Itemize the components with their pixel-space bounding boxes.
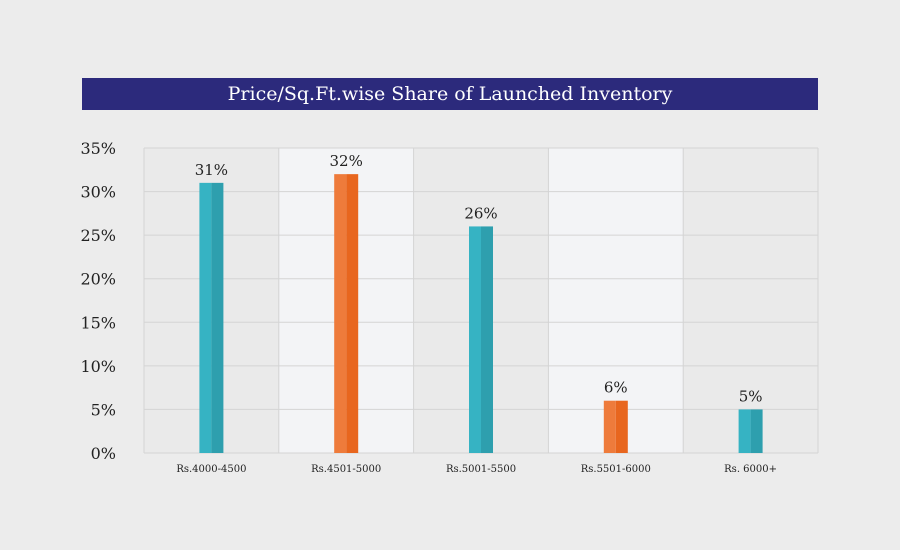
y-tick-label: 20% — [80, 270, 116, 289]
bar-left-half — [199, 182, 212, 453]
x-category-label: Rs.5001-5500 — [446, 464, 516, 475]
bar-right-half — [615, 400, 628, 453]
bar — [469, 226, 493, 453]
data-label: 6% — [604, 379, 628, 397]
y-tick-label: 10% — [80, 357, 116, 376]
data-label: 32% — [330, 152, 363, 170]
y-tick-label: 25% — [80, 226, 116, 245]
bars — [199, 174, 763, 453]
data-label: 5% — [739, 387, 763, 405]
y-tick-label: 30% — [80, 183, 116, 202]
bar-left-half — [469, 226, 481, 453]
y-tick-label: 5% — [91, 400, 116, 419]
y-tick-label: 0% — [91, 444, 116, 463]
y-axis-ticks: 0% 5% 10% 15% 20% 25% 30% 35% — [80, 139, 116, 463]
chart-title: Price/Sq.Ft.wise Share of Launched Inven… — [82, 78, 818, 110]
y-tick-label: 35% — [80, 139, 116, 158]
data-label: 31% — [195, 161, 228, 179]
bar — [603, 400, 628, 453]
x-category-label: Rs.4501-5000 — [311, 464, 381, 475]
bar — [334, 174, 359, 453]
bar-left-half — [334, 174, 347, 453]
bar-right-half — [481, 226, 493, 453]
data-label: 26% — [464, 204, 497, 222]
x-category-label: Rs.4000-4500 — [176, 464, 246, 475]
category-band — [683, 148, 818, 453]
bar-right-half — [750, 409, 763, 453]
bar-left-half — [603, 400, 616, 453]
data-labels: 31% 32% 26% 6% 5% — [195, 152, 763, 405]
x-axis-categories: Rs.4000-4500 Rs.4501-5000 Rs.5001-5500 Rs.5… — [176, 464, 777, 475]
bar-right-half — [346, 174, 359, 453]
bar-left-half — [738, 409, 751, 453]
x-category-label: Rs.5501-6000 — [581, 464, 651, 475]
y-tick-label: 15% — [80, 313, 116, 332]
bar — [199, 182, 224, 453]
bar — [738, 409, 763, 453]
bar-right-half — [211, 182, 224, 453]
x-category-label: Rs. 6000+ — [724, 464, 777, 475]
